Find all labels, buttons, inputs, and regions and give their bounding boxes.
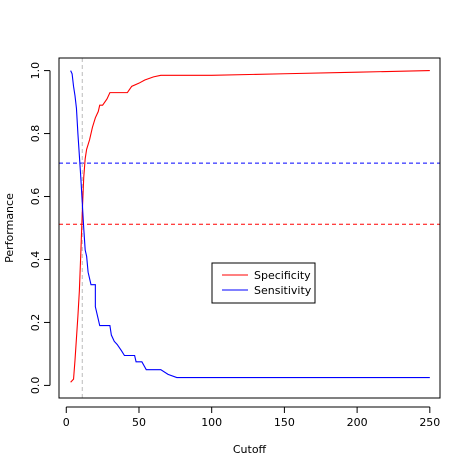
y-axis: 0.0 0.2 0.4 0.6 0.8 1.0	[29, 62, 51, 395]
y-tick-label: 0.0	[29, 377, 42, 395]
reference-lines	[59, 58, 440, 398]
x-tick-label: 50	[132, 416, 146, 429]
plot-frame	[58, 57, 441, 399]
x-tick-label: 0	[63, 416, 70, 429]
x-tick-label: 250	[419, 416, 440, 429]
y-tick-label: 0.6	[29, 188, 42, 206]
x-axis-title: Cutoff	[233, 443, 267, 456]
x-tick-label: 100	[201, 416, 222, 429]
legend-box	[211, 262, 316, 304]
y-tick-label: 1.0	[29, 62, 42, 80]
y-tick-label: 0.8	[29, 125, 42, 143]
legend-label-sensitivity: Sensitivity	[254, 284, 312, 297]
x-tick-label: 200	[347, 416, 368, 429]
series-line-sensitivity	[70, 70, 430, 379]
y-tick-label: 0.2	[29, 314, 42, 332]
legend: Specificity Sensitivity	[211, 262, 316, 304]
series-line-specificity	[70, 70, 430, 383]
series-lines	[70, 70, 430, 383]
y-tick-label: 0.4	[29, 251, 42, 269]
x-axis: 0 50 100 150 200 250	[63, 406, 440, 429]
legend-label-specificity: Specificity	[254, 269, 311, 282]
y-axis-title: Performance	[3, 193, 16, 263]
x-tick-label: 150	[274, 416, 295, 429]
